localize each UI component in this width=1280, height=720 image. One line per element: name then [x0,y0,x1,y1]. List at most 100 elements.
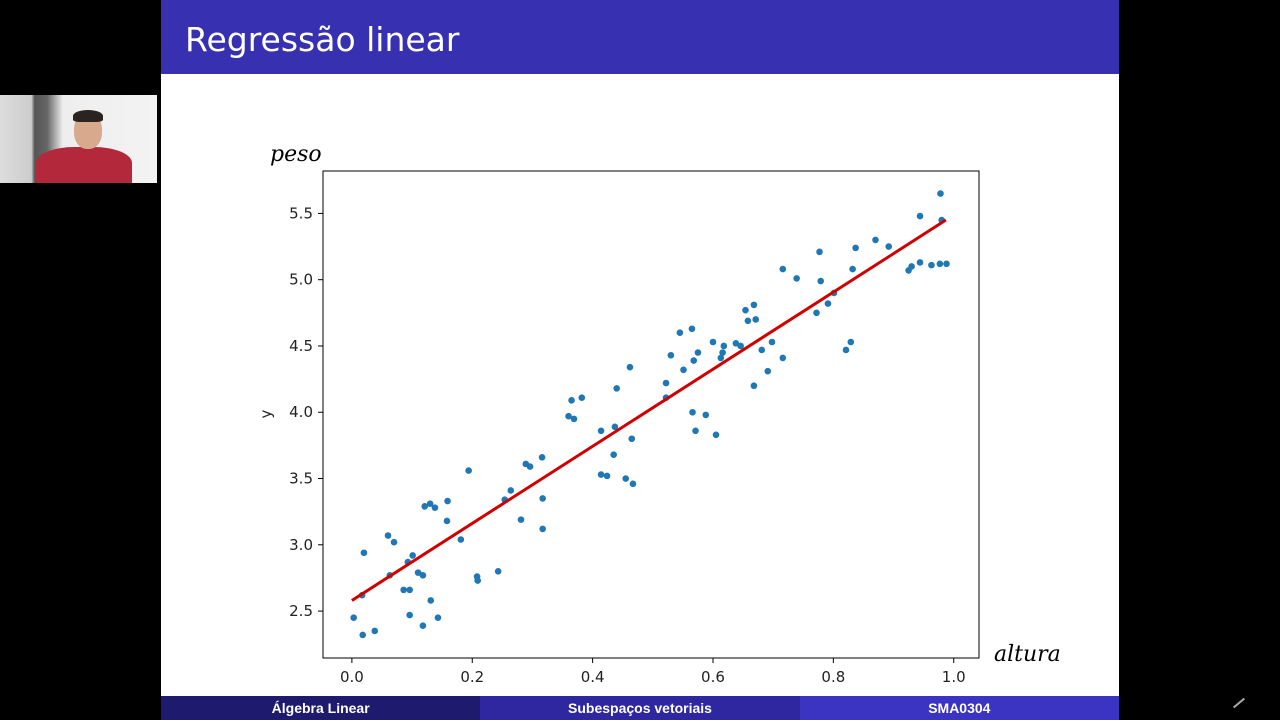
data-point [409,552,416,559]
x-tick-label: 0.6 [701,668,725,686]
data-point [676,329,684,337]
data-point [359,631,367,639]
data-point [817,277,825,285]
data-point [626,363,634,371]
data-point [768,338,776,346]
regression-line [351,218,947,602]
x-tick-label: 0.4 [581,668,605,686]
data-point [872,236,879,244]
data-point [578,394,586,401]
data-point [847,338,855,346]
data-point [603,472,611,480]
data-point [611,423,619,431]
y-tick-label: 5.5 [289,204,313,222]
slide-footer: Álgebra Linear Subespaços vetoriais SMA0… [161,696,1119,720]
data-point [779,265,787,273]
data-point [568,397,575,404]
data-point [494,568,502,575]
data-point [712,431,720,439]
data-point [360,549,368,557]
data-point [702,411,710,419]
data-point [849,265,856,273]
data-point [943,260,950,268]
data-point [597,471,605,478]
x-tick-label: 0.2 [460,668,484,686]
data-point [628,435,636,443]
data-point [384,532,392,539]
presenter-body [36,147,132,183]
data-point [928,261,935,269]
data-point [813,309,820,317]
y-tick-label: 4.0 [289,403,313,421]
data-point [719,349,726,356]
data-point [667,351,675,359]
y-tick-label: 2.5 [289,602,313,620]
data-point [709,338,717,346]
data-point [916,259,924,266]
y-axis-label: y [257,409,275,418]
data-point [400,586,407,594]
data-point [690,357,698,364]
plot-frame [322,170,980,659]
data-point [443,517,451,525]
x-tick-label: 1.0 [942,668,966,686]
data-point [613,385,620,392]
data-point [692,427,699,435]
data-point [629,480,637,488]
data-point [916,212,924,220]
x-tick-label: 0.0 [340,668,364,686]
data-point [662,379,670,387]
data-point [752,316,760,323]
footer-topic: Subespaços vetoriais [480,696,800,720]
slide: Regressão linear Álgebra Linear Subespaç… [161,0,1119,720]
data-point [764,367,772,375]
x-tick-label: 0.8 [821,668,845,686]
data-point [371,627,379,635]
footer-course: Álgebra Linear [161,696,481,720]
data-point [565,412,572,420]
footer-code: SMA0304 [799,696,1119,720]
data-point [842,346,850,354]
data-point [680,366,687,374]
data-point [689,408,696,416]
data-point [421,503,429,510]
data-point [414,569,422,576]
presenter-webcam [0,95,157,183]
handwritten-x-annotation: altura [994,642,1061,667]
data-point [717,354,725,362]
data-point [570,415,578,423]
data-point [419,622,427,629]
data-point [908,263,915,270]
data-point [750,301,758,309]
data-point [539,525,546,533]
data-point [742,306,749,314]
y-tick-label: 4.5 [289,337,313,355]
data-point [937,190,944,197]
data-point [426,500,434,508]
data-point [936,260,944,268]
data-point [750,382,758,390]
data-point [350,614,357,622]
data-point [434,614,442,622]
data-point [610,451,617,458]
data-point [597,427,605,435]
data-point [406,586,413,594]
data-point [465,467,472,474]
y-tick-label: 5.0 [289,271,313,289]
data-point [474,577,481,584]
data-point [431,504,439,511]
data-point [517,516,525,523]
slide-title: Regressão linear [185,20,460,59]
data-point [622,475,630,482]
data-point [538,454,546,461]
data-point [457,536,465,543]
slide-header: Regressão linear [161,0,1119,74]
data-point [816,248,823,256]
data-point [694,349,702,356]
data-point [758,346,766,354]
data-point [793,275,800,282]
data-point [526,463,534,470]
data-point [737,342,744,350]
data-point [824,300,832,307]
